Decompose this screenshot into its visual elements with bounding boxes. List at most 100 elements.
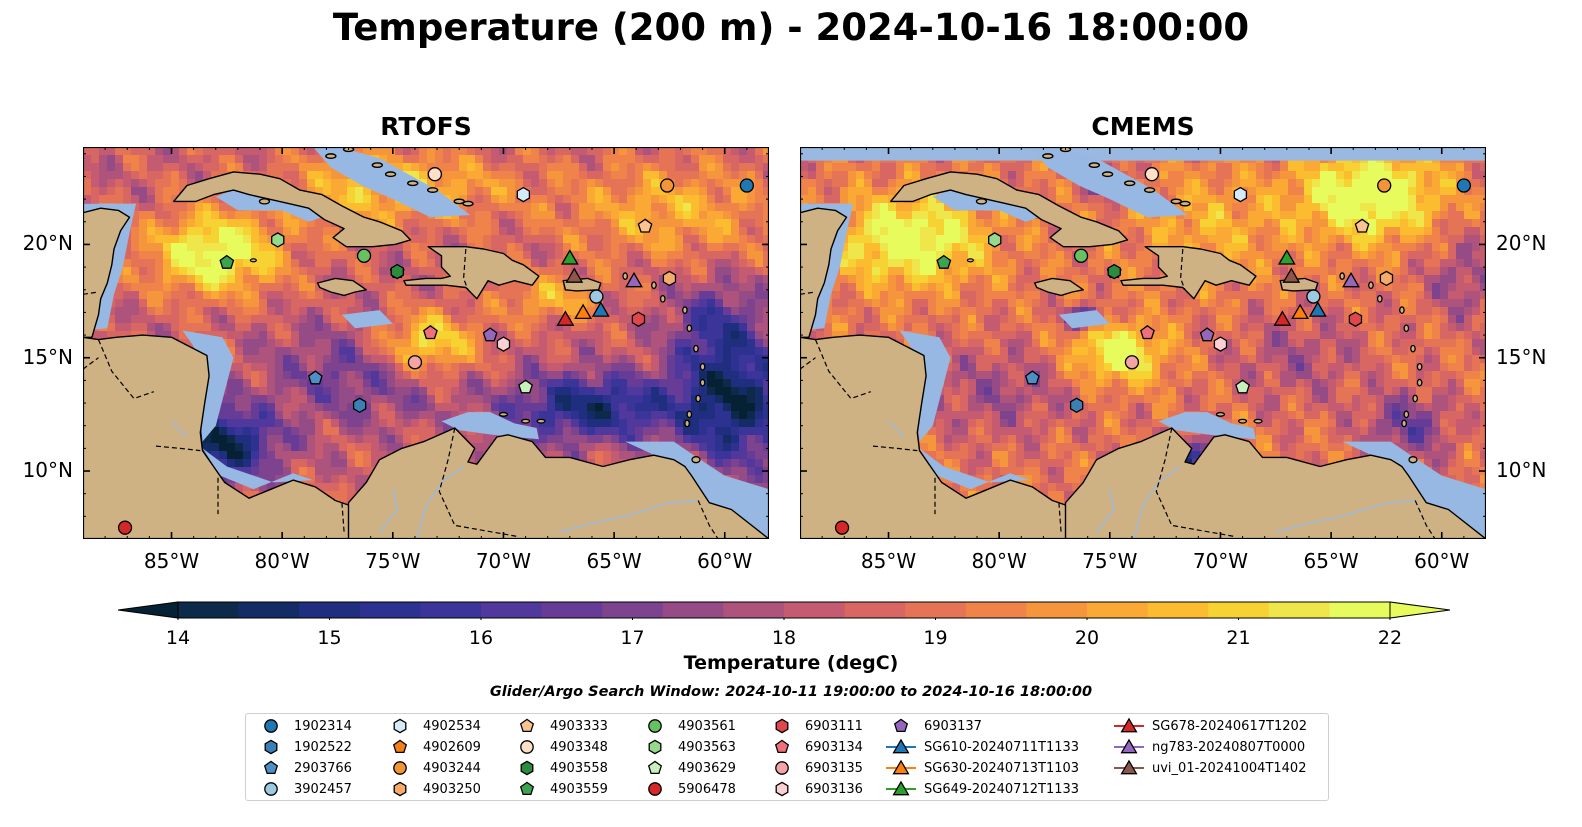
marker-ng783-20240807T0000[interactable] <box>1120 738 1138 754</box>
marker-6903136[interactable] <box>496 336 511 352</box>
lon-label: 70°W <box>475 549 532 573</box>
marker-ng783-20240807T0000[interactable] <box>1342 271 1360 288</box>
marker-4903250[interactable] <box>393 781 407 797</box>
marker-6903135[interactable] <box>407 355 423 370</box>
marker-4903558[interactable] <box>1107 263 1121 280</box>
marker-4903559[interactable] <box>519 781 535 796</box>
marker-6903134[interactable] <box>423 324 438 340</box>
marker-6903137[interactable] <box>482 327 498 342</box>
marker-SG678-20240617T1202[interactable] <box>1273 310 1292 326</box>
marker-4903559[interactable] <box>219 254 235 269</box>
marker-1902314[interactable] <box>264 719 278 733</box>
marker-2903766[interactable] <box>1024 370 1040 385</box>
marker-4903561[interactable] <box>648 719 662 733</box>
marker-1902522[interactable] <box>264 739 278 755</box>
marker-4903333[interactable] <box>637 218 653 233</box>
colorbar-tick-label: 19 <box>923 627 948 649</box>
marker-4903348[interactable] <box>1144 167 1160 182</box>
marker-4903629[interactable] <box>518 379 533 394</box>
marker-4903629[interactable] <box>1235 379 1250 394</box>
marker-6903137[interactable] <box>1199 327 1215 342</box>
marker-4903244[interactable] <box>1377 178 1392 193</box>
colorbar-tick-label: 20 <box>1074 627 1100 649</box>
marker-4903558[interactable] <box>390 263 404 280</box>
marker-5906478[interactable] <box>834 520 850 535</box>
marker-5906478[interactable] <box>648 782 662 796</box>
marker-SG610-20240711T1133[interactable] <box>892 738 910 754</box>
colorbar-tick-label: 15 <box>317 627 342 649</box>
pentagon-marker-icon <box>519 718 535 733</box>
marker-4903250[interactable] <box>1379 270 1394 287</box>
marker-SG630-20240713T1103[interactable] <box>574 303 593 320</box>
land-hispaniola <box>403 245 540 300</box>
marker-2903766[interactable] <box>263 760 279 775</box>
marker-4903559[interactable] <box>936 254 952 269</box>
cmems-temperature-map[interactable] <box>800 147 1486 539</box>
marker-SG649-20240712T1133[interactable] <box>1277 249 1296 265</box>
marker-SG649-20240712T1133[interactable] <box>892 780 910 796</box>
marker-4902534[interactable] <box>393 718 407 734</box>
marker-4903563[interactable] <box>988 232 1002 248</box>
marker-SG649-20240712T1133[interactable] <box>560 249 579 265</box>
marker-4903250[interactable] <box>662 270 677 287</box>
marker-6903137[interactable] <box>893 718 909 733</box>
marker-4903563[interactable] <box>271 232 285 248</box>
marker-SG610-20240711T1133[interactable] <box>591 301 610 317</box>
marker-SG630-20240713T1103[interactable] <box>892 759 910 775</box>
rtofs-temperature-map[interactable] <box>83 147 769 539</box>
marker-SG630-20240713T1103[interactable] <box>1291 303 1310 320</box>
marker-6903134[interactable] <box>774 739 790 754</box>
marker-4903333[interactable] <box>519 718 535 733</box>
lon-label: 80°W <box>254 549 310 573</box>
marker-4903561[interactable] <box>1073 248 1089 263</box>
marker-1902314[interactable] <box>739 178 755 193</box>
colorbar-segment <box>299 602 361 618</box>
marker-SG610-20240711T1133[interactable] <box>1308 301 1327 317</box>
marker-6903111[interactable] <box>1348 311 1363 327</box>
marker-4902534[interactable] <box>1233 186 1248 203</box>
marker-1902522[interactable] <box>352 397 367 414</box>
land-southam <box>1064 427 1486 539</box>
marker-6903134[interactable] <box>1140 324 1155 340</box>
marker-ng783-20240807T0000[interactable] <box>625 271 643 288</box>
marker-6903111[interactable] <box>631 311 646 327</box>
legend-label: uvi_01-20241004T1402 <box>1152 760 1307 776</box>
marker-4903348[interactable] <box>520 740 534 754</box>
marker-4902609[interactable] <box>392 739 408 754</box>
marker-4903348[interactable] <box>427 167 443 182</box>
marker-SG678-20240617T1202[interactable] <box>556 310 575 326</box>
search-window-note: Glider/Argo Search Window: 2024-10-11 19… <box>489 684 1093 700</box>
triangle-marker-icon <box>886 738 916 754</box>
marker-SG678-20240617T1202[interactable] <box>1120 717 1138 733</box>
marker-uvi_01-20241004T1402[interactable] <box>1120 759 1138 775</box>
marker-4903244[interactable] <box>393 761 407 775</box>
marker-5906478[interactable] <box>117 520 133 535</box>
marker-uvi_01-20241004T1402[interactable] <box>1282 267 1301 283</box>
marker-3902457[interactable] <box>264 782 278 796</box>
legend-item-4903561: 4903561 <box>638 716 736 736</box>
marker-3902457[interactable] <box>589 289 604 304</box>
marker-6903111[interactable] <box>775 718 789 734</box>
marker-6903135[interactable] <box>775 761 789 775</box>
marker-6903136[interactable] <box>775 781 789 797</box>
marker-1902314[interactable] <box>1456 178 1472 193</box>
marker-6903135[interactable] <box>1124 355 1140 370</box>
marker-2903766[interactable] <box>307 370 323 385</box>
marker-4903561[interactable] <box>356 248 372 263</box>
colorbar-over-extension <box>1389 601 1451 619</box>
marker-4903244[interactable] <box>660 178 675 193</box>
marker-4902534[interactable] <box>516 186 531 203</box>
marker-4903629[interactable] <box>647 760 663 775</box>
map-frame <box>83 147 769 539</box>
legend-item-4903348: 4903348 <box>510 737 608 757</box>
marker-3902457[interactable] <box>1306 289 1321 304</box>
marker-6903136[interactable] <box>1213 336 1228 352</box>
colorbar-segment <box>359 602 421 618</box>
lat-label-left: 10°N <box>22 458 73 483</box>
cmems-map-title: CMEMS <box>1091 112 1195 141</box>
marker-uvi_01-20241004T1402[interactable] <box>565 267 584 283</box>
marker-4903333[interactable] <box>1354 218 1370 233</box>
marker-1902522[interactable] <box>1069 397 1084 414</box>
marker-4903558[interactable] <box>520 760 534 776</box>
marker-4903563[interactable] <box>648 739 662 755</box>
